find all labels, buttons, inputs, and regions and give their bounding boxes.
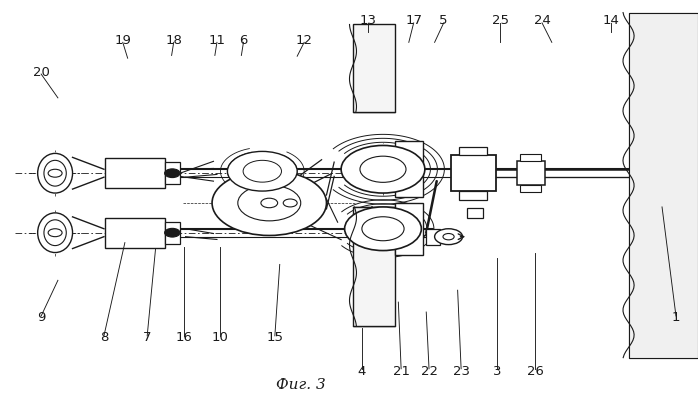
Bar <box>353 25 395 112</box>
Text: 12: 12 <box>296 34 312 47</box>
Circle shape <box>243 160 282 182</box>
Bar <box>165 222 180 244</box>
Circle shape <box>362 217 404 241</box>
Text: 11: 11 <box>208 34 226 47</box>
Text: 21: 21 <box>393 365 410 378</box>
Text: 5: 5 <box>440 14 448 27</box>
Text: 6: 6 <box>239 34 247 47</box>
Text: 24: 24 <box>533 14 551 27</box>
Text: 3: 3 <box>493 365 502 378</box>
Text: 4: 4 <box>358 365 366 378</box>
Text: 19: 19 <box>115 34 131 47</box>
Bar <box>395 142 423 197</box>
Ellipse shape <box>44 220 66 246</box>
Circle shape <box>443 234 454 240</box>
Text: 16: 16 <box>175 331 193 344</box>
Text: 20: 20 <box>33 66 50 78</box>
Bar <box>459 191 487 200</box>
Text: 15: 15 <box>266 331 283 344</box>
Bar <box>451 155 496 191</box>
Text: Фиг. 3: Фиг. 3 <box>276 378 326 392</box>
Bar <box>521 185 541 192</box>
Ellipse shape <box>38 213 73 253</box>
Bar <box>517 161 545 185</box>
Circle shape <box>238 185 301 221</box>
Circle shape <box>227 151 297 191</box>
Bar <box>628 13 698 358</box>
Circle shape <box>212 170 326 236</box>
Bar <box>106 158 165 188</box>
Circle shape <box>341 145 425 193</box>
Bar <box>459 146 487 155</box>
Text: 26: 26 <box>526 365 544 378</box>
Ellipse shape <box>38 153 73 193</box>
Text: 1: 1 <box>672 312 680 324</box>
Text: 14: 14 <box>603 14 619 27</box>
Text: 7: 7 <box>143 331 152 344</box>
Bar <box>426 229 440 245</box>
Circle shape <box>48 229 62 237</box>
Text: 9: 9 <box>37 312 45 324</box>
Circle shape <box>165 169 180 178</box>
Circle shape <box>48 169 62 177</box>
Text: 22: 22 <box>421 365 438 378</box>
Bar <box>395 203 423 255</box>
Circle shape <box>345 207 421 251</box>
Bar <box>106 218 165 248</box>
Bar <box>165 162 180 184</box>
Circle shape <box>261 198 278 208</box>
Circle shape <box>435 229 463 245</box>
Text: 8: 8 <box>100 331 108 344</box>
Bar <box>521 154 541 161</box>
Circle shape <box>165 228 180 237</box>
Text: 10: 10 <box>212 331 229 344</box>
Text: 17: 17 <box>405 14 422 27</box>
Bar <box>353 207 395 326</box>
Text: 18: 18 <box>165 34 182 47</box>
Ellipse shape <box>44 160 66 186</box>
Circle shape <box>283 199 297 207</box>
Text: 13: 13 <box>360 14 377 27</box>
Text: 25: 25 <box>491 14 509 27</box>
Circle shape <box>360 156 406 182</box>
Bar <box>467 208 484 218</box>
Text: 23: 23 <box>453 365 470 378</box>
